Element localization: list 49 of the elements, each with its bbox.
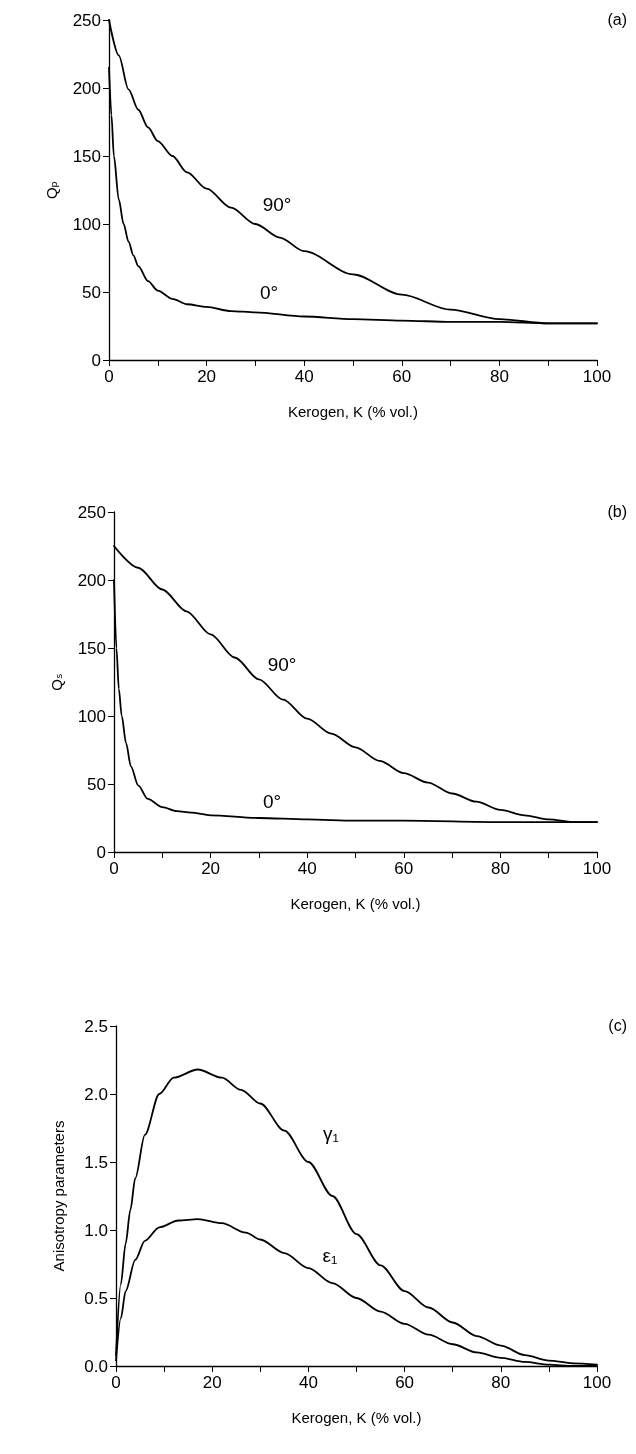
y-tick-label: 250	[72, 10, 101, 30]
x-tick-label: 80	[490, 859, 510, 878]
x-tick-label: 0	[111, 1373, 121, 1392]
annotation: 0°	[262, 790, 282, 812]
y-tick-label: 0.0	[84, 1356, 108, 1376]
x-tick-label: 60	[395, 1373, 415, 1392]
annotation: 90°	[267, 653, 297, 675]
y-tick-label: 150	[72, 146, 101, 166]
y-tick-label: 250	[77, 502, 106, 522]
x-tick-label: 40	[294, 367, 314, 386]
y-tick-label: 150	[77, 638, 106, 658]
x-tick-label: 100	[582, 367, 612, 386]
chart-title: (a)	[607, 10, 628, 28]
y-tick-label: 2.5	[84, 1016, 108, 1036]
y-tick-label: 1.0	[84, 1220, 108, 1240]
x-tick-label: 80	[489, 367, 509, 386]
x-tick-label: 60	[394, 859, 414, 878]
y-tick-label: 50	[82, 282, 101, 302]
annotation: ε₁	[322, 1244, 338, 1266]
y-tick-label: 100	[77, 706, 106, 726]
chart-title: (b)	[607, 502, 628, 520]
x-tick-label: 100	[582, 859, 612, 878]
y-tick-label: 200	[77, 570, 106, 590]
y-tick-label: 0	[96, 842, 106, 862]
x-tick-label: 80	[491, 1373, 511, 1392]
x-axis-title: Kerogen, K (% vol.)	[291, 1409, 422, 1426]
annotation: 90°	[262, 193, 292, 215]
y-tick-label: 100	[72, 214, 101, 234]
x-tick-label: 40	[298, 1373, 318, 1392]
y-tick-label: 1.5	[84, 1152, 108, 1172]
y-axis-title: Qₛ	[48, 673, 65, 691]
x-tick-label: 20	[201, 859, 221, 878]
x-tick-label: 100	[582, 1373, 612, 1392]
x-axis-title: Kerogen, K (% vol.)	[290, 895, 421, 912]
x-tick-label: 20	[202, 1373, 222, 1392]
x-tick-label: 20	[197, 367, 217, 386]
x-tick-label: 60	[392, 367, 412, 386]
y-tick-label: 0.5	[84, 1288, 108, 1308]
y-tick-label: 0	[91, 350, 101, 370]
annotation: γ₁	[323, 1122, 339, 1144]
y-axis-title: Anisotropy parameters	[50, 1120, 67, 1272]
y-tick-label: 200	[72, 78, 101, 98]
x-axis-title: Kerogen, K (% vol.)	[287, 403, 419, 420]
chart-title: (c)	[608, 1016, 627, 1034]
y-tick-label: 50	[87, 774, 106, 794]
y-tick-label: 2.0	[84, 1084, 108, 1104]
x-tick-label: 40	[297, 859, 317, 878]
y-axis-title: Qₚ	[43, 180, 60, 200]
annotation: 0°	[259, 281, 279, 303]
